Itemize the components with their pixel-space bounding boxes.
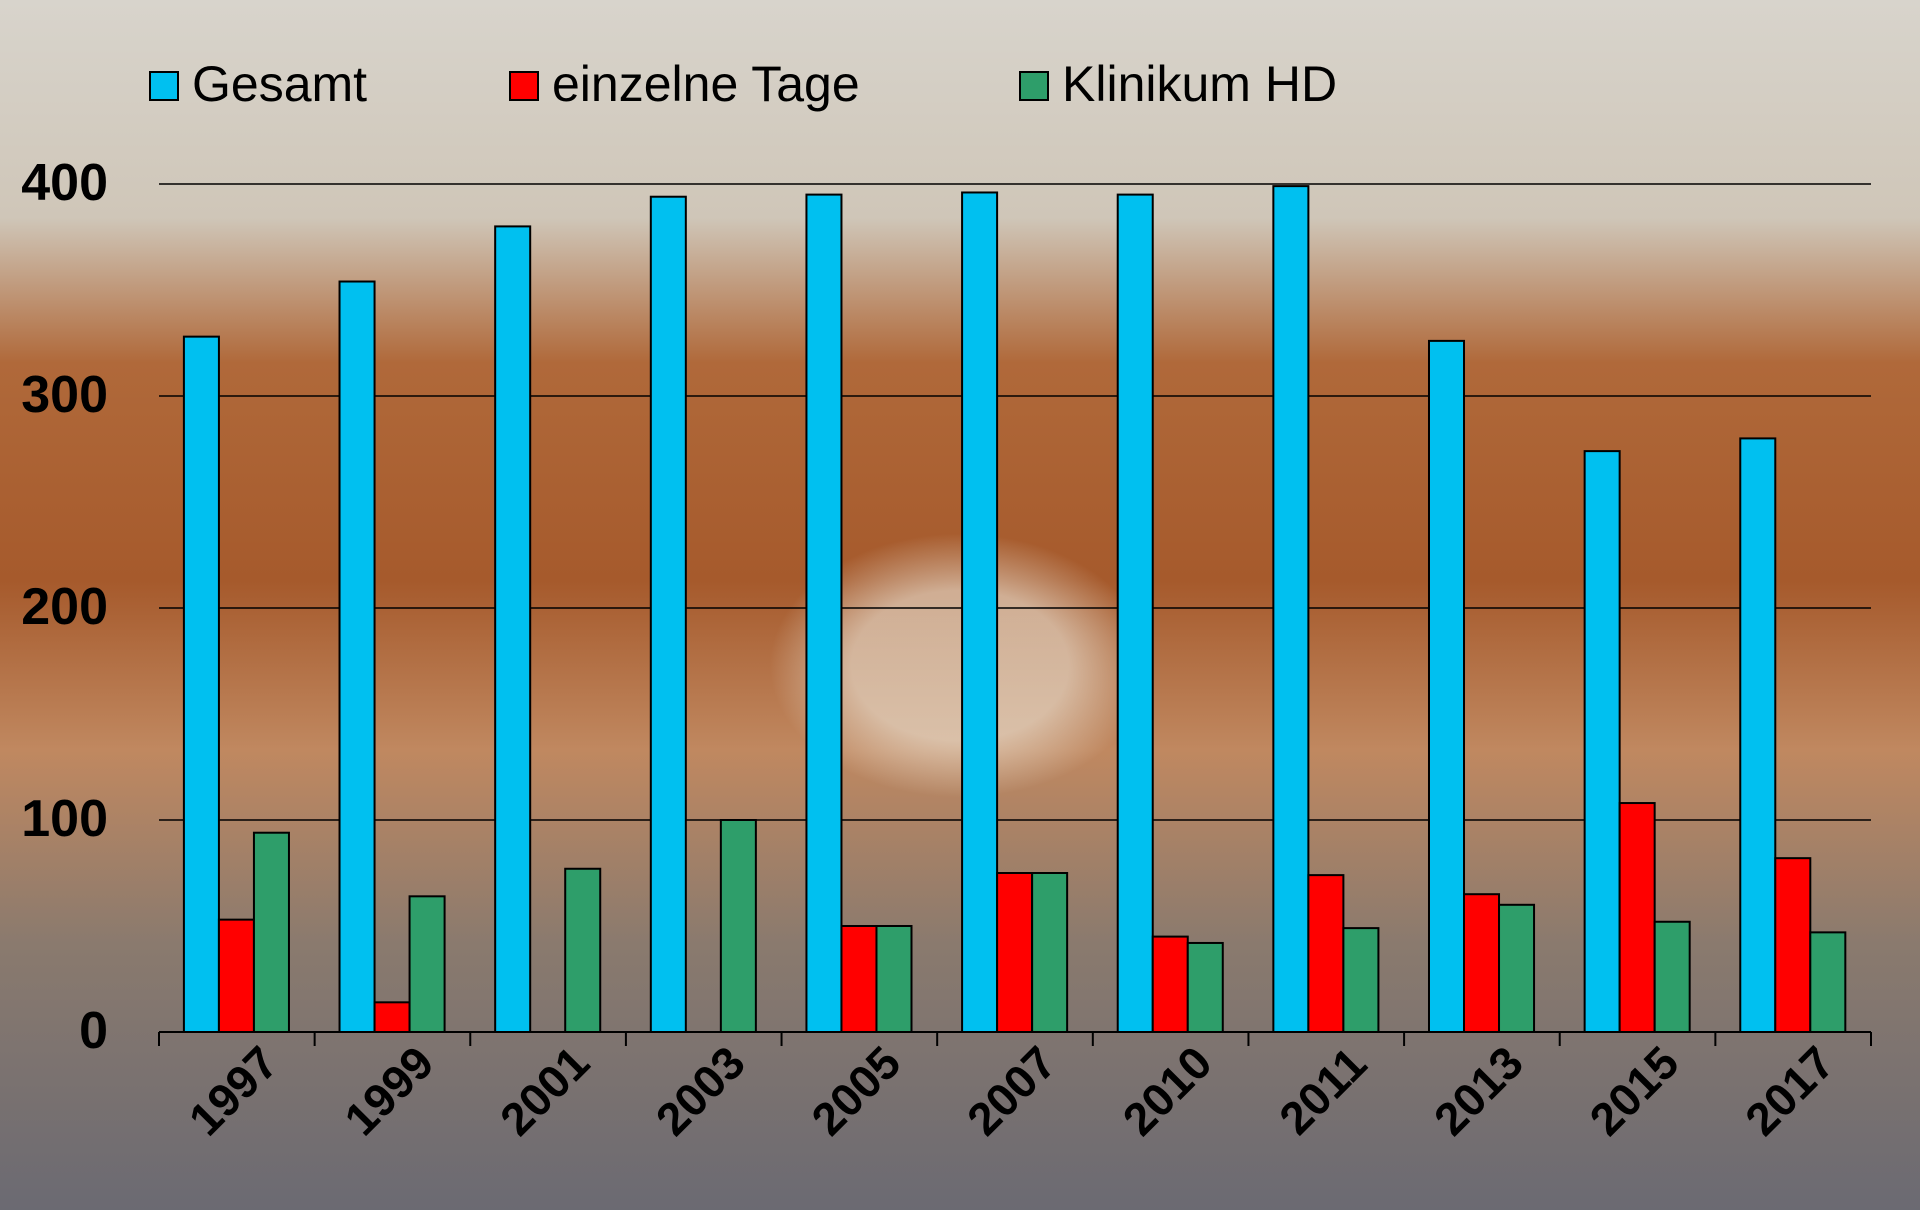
- bar: [375, 1002, 410, 1032]
- bar: [219, 920, 254, 1032]
- bar: [1153, 937, 1188, 1032]
- x-tick-label: 1997: [179, 1036, 288, 1145]
- legend-swatch: [150, 72, 178, 100]
- bar: [1810, 932, 1845, 1032]
- chart-background: 0 100 200 300 400 1997 1999 2001 2003 2005 2007 201…: [0, 0, 1920, 1210]
- bar: [1343, 928, 1378, 1032]
- bar: [1118, 195, 1153, 1032]
- bar: [1308, 875, 1343, 1032]
- y-tick-label: 100: [21, 790, 108, 848]
- bar: [1585, 451, 1620, 1032]
- legend-swatch: [510, 72, 538, 100]
- x-tick-label: 2015: [1579, 1036, 1688, 1145]
- bar: [806, 195, 841, 1032]
- bar: [340, 282, 375, 1032]
- bar: [410, 896, 445, 1032]
- y-tick-label: 200: [21, 578, 108, 636]
- chart: 0 100 200 300 400 1997 1999 2001 2003 2005 2007 201…: [0, 0, 1920, 1210]
- bar: [1740, 438, 1775, 1032]
- bar: [1620, 803, 1655, 1032]
- bar: [1429, 341, 1464, 1032]
- x-tick-label: 2017: [1735, 1036, 1844, 1145]
- bar: [876, 926, 911, 1032]
- bar: [565, 869, 600, 1032]
- legend-label: Gesamt: [192, 56, 367, 112]
- bar: [1464, 894, 1499, 1032]
- x-tick-label: 2005: [801, 1036, 910, 1145]
- legend-swatch: [1020, 72, 1048, 100]
- x-tick-label: 2010: [1113, 1036, 1222, 1145]
- bar: [1273, 186, 1308, 1032]
- bar: [184, 337, 219, 1032]
- legend-label: Klinikum HD: [1062, 56, 1337, 112]
- bar: [254, 833, 289, 1032]
- y-tick-label: 0: [79, 1002, 108, 1060]
- bar: [1775, 858, 1810, 1032]
- y-tick-label: 400: [21, 154, 108, 212]
- x-tick-label: 2013: [1424, 1036, 1533, 1145]
- x-tick-label: 2003: [646, 1036, 755, 1145]
- bar: [495, 226, 530, 1032]
- x-tick-label: 2011: [1269, 1037, 1376, 1144]
- bar: [1032, 873, 1067, 1032]
- legend-label: einzelne Tage: [552, 56, 860, 112]
- bar: [997, 873, 1032, 1032]
- bar: [721, 820, 756, 1032]
- bar: [651, 197, 686, 1032]
- x-tick-label: 1999: [334, 1036, 443, 1145]
- bar: [962, 192, 997, 1032]
- bar: [1499, 905, 1534, 1032]
- y-tick-label: 300: [21, 366, 108, 424]
- bar: [1655, 922, 1690, 1032]
- bar: [1188, 943, 1223, 1032]
- x-tick-label: 2001: [490, 1036, 599, 1145]
- bar: [841, 926, 876, 1032]
- x-tick-label: 2007: [957, 1036, 1066, 1145]
